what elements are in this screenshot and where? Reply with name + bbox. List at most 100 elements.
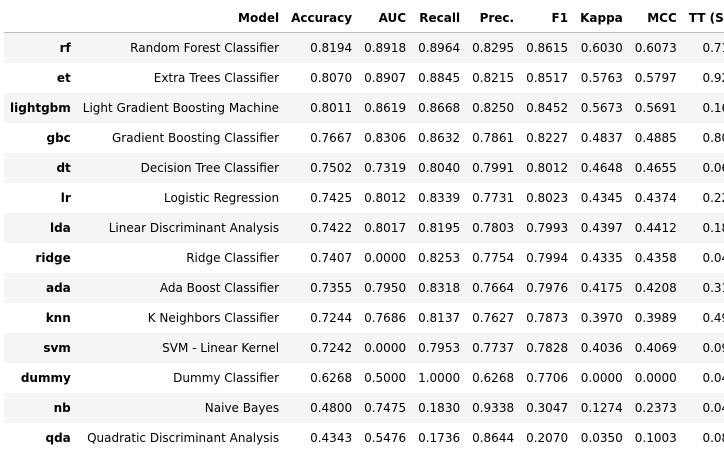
cell-tt: 0.4950 <box>702 311 724 325</box>
cell-tt: 0.0410 <box>702 371 724 385</box>
table-row: lightgbm Light Gradient Boosting Machine 0… <box>4 93 724 123</box>
table-row: lr Logistic Regression 0.7425 0.8012 0.8339 0… <box>4 183 724 213</box>
cell-mcc: 0.4412 <box>634 221 677 235</box>
cell-f1: 0.7706 <box>526 371 569 385</box>
cell-auc: 0.8907 <box>364 71 407 85</box>
header-mcc: MCC <box>628 4 683 33</box>
cell-accuracy: 0.4343 <box>310 431 353 445</box>
cell-auc: 0.7950 <box>364 281 407 295</box>
header-kappa: Kappa <box>574 4 629 33</box>
cell-recall: 0.8668 <box>418 101 461 115</box>
cell-f1: 0.8227 <box>526 131 569 145</box>
cell-accuracy: 0.7425 <box>310 191 353 205</box>
cell-accuracy: 0.7422 <box>310 221 353 235</box>
cell-kappa: 0.4335 <box>580 251 623 265</box>
cell-model: Linear Discriminant Analysis <box>108 221 280 235</box>
cell-kappa: 0.5763 <box>580 71 623 85</box>
cell-prec: 0.7664 <box>472 281 515 295</box>
table-row: et Extra Trees Classifier 0.8070 0.8907 0.88… <box>4 63 724 93</box>
cell-tt: 0.0440 <box>702 401 724 415</box>
cell-recall: 0.7953 <box>418 341 461 355</box>
header-accuracy: Accuracy <box>285 4 359 33</box>
header-model: Model <box>76 4 286 33</box>
cell-prec: 0.8215 <box>472 71 515 85</box>
cell-recall: 0.8339 <box>418 191 461 205</box>
cell-recall: 0.8195 <box>418 221 461 235</box>
cell-recall: 0.1830 <box>418 401 461 415</box>
row-index-label: dt <box>56 161 71 175</box>
cell-f1: 0.8517 <box>526 71 569 85</box>
header-index <box>4 4 77 33</box>
cell-kappa: 0.4175 <box>580 281 623 295</box>
cell-mcc: 0.4655 <box>634 161 677 175</box>
cell-tt: 0.7110 <box>702 41 724 55</box>
table-row: svm SVM - Linear Kernel 0.7242 0.0000 0.7953… <box>4 333 724 363</box>
cell-kappa: 0.5673 <box>580 101 623 115</box>
cell-mcc: 0.2373 <box>634 401 677 415</box>
cell-f1: 0.7828 <box>526 341 569 355</box>
row-index-label: ada <box>45 281 71 295</box>
row-index-label: lr <box>60 191 71 205</box>
cell-f1: 0.8023 <box>526 191 569 205</box>
cell-kappa: 0.4345 <box>580 191 623 205</box>
table-row: nb Naive Bayes 0.4800 0.7475 0.1830 0.9338 0.3… <box>4 393 724 423</box>
cell-mcc: 0.5691 <box>634 101 677 115</box>
cell-kappa: 0.1274 <box>580 401 623 415</box>
cell-prec: 0.8250 <box>472 101 515 115</box>
cell-auc: 0.5000 <box>364 371 407 385</box>
cell-kappa: 0.4036 <box>580 341 623 355</box>
row-index-label: dummy <box>20 371 71 385</box>
cell-auc: 0.7319 <box>364 161 407 175</box>
cell-recall: 0.8318 <box>418 281 461 295</box>
cell-mcc: 0.4069 <box>634 341 677 355</box>
cell-model: Dummy Classifier <box>173 371 280 385</box>
cell-f1: 0.8012 <box>526 161 569 175</box>
cell-prec: 0.7627 <box>472 311 515 325</box>
table-row: lda Linear Discriminant Analysis 0.7422 0.8… <box>4 213 724 243</box>
cell-kappa: 0.6030 <box>580 41 623 55</box>
table-header: Model Accuracy AUC Recall Prec. F1 Kappa… <box>4 4 724 33</box>
cell-mcc: 0.3989 <box>634 311 677 325</box>
cell-prec: 0.8644 <box>472 431 515 445</box>
row-index-label: et <box>56 71 71 85</box>
cell-prec: 0.6268 <box>472 371 515 385</box>
cell-accuracy: 0.7355 <box>310 281 353 295</box>
cell-f1: 0.7976 <box>526 281 569 295</box>
cell-prec: 0.7803 <box>472 221 515 235</box>
cell-recall: 0.8845 <box>418 71 461 85</box>
cell-accuracy: 0.8194 <box>310 41 353 55</box>
cell-mcc: 0.4885 <box>634 131 677 145</box>
cell-accuracy: 0.6268 <box>310 371 353 385</box>
cell-model: Gradient Boosting Classifier <box>112 131 280 145</box>
row-index-label: nb <box>53 401 71 415</box>
cell-recall: 0.8253 <box>418 251 461 265</box>
row-index-label: lightgbm <box>10 101 71 115</box>
cell-mcc: 0.4374 <box>634 191 677 205</box>
table-row: dummy Dummy Classifier 0.6268 0.5000 1.0000 0… <box>4 363 724 393</box>
table-row: ridge Ridge Classifier 0.7407 0.0000 0.8253 0… <box>4 243 724 273</box>
cell-kappa: 0.4397 <box>580 221 623 235</box>
header-auc: AUC <box>358 4 413 33</box>
row-index-label: ridge <box>35 251 71 265</box>
cell-model: K Neighbors Classifier <box>147 311 280 325</box>
row-index-label: lda <box>49 221 71 235</box>
cell-kappa: 0.4837 <box>580 131 623 145</box>
cell-accuracy: 0.7244 <box>310 311 353 325</box>
cell-model: Ridge Classifier <box>186 251 280 265</box>
cell-mcc: 0.5797 <box>634 71 677 85</box>
cell-tt: 0.8090 <box>702 131 724 145</box>
cell-recall: 0.8964 <box>418 41 461 55</box>
row-index-label: gbc <box>46 131 71 145</box>
cell-model: Light Gradient Boosting Machine <box>82 101 280 115</box>
cell-accuracy: 0.7407 <box>310 251 353 265</box>
cell-mcc: 0.0000 <box>634 371 677 385</box>
cell-auc: 0.0000 <box>364 341 407 355</box>
row-index-label: svm <box>43 341 71 355</box>
cell-accuracy: 0.8070 <box>310 71 353 85</box>
table-row: gbc Gradient Boosting Classifier 0.7667 0.8… <box>4 123 724 153</box>
cell-recall: 0.1736 <box>418 431 461 445</box>
cell-prec: 0.8295 <box>472 41 515 55</box>
row-index-label: rf <box>59 41 71 55</box>
